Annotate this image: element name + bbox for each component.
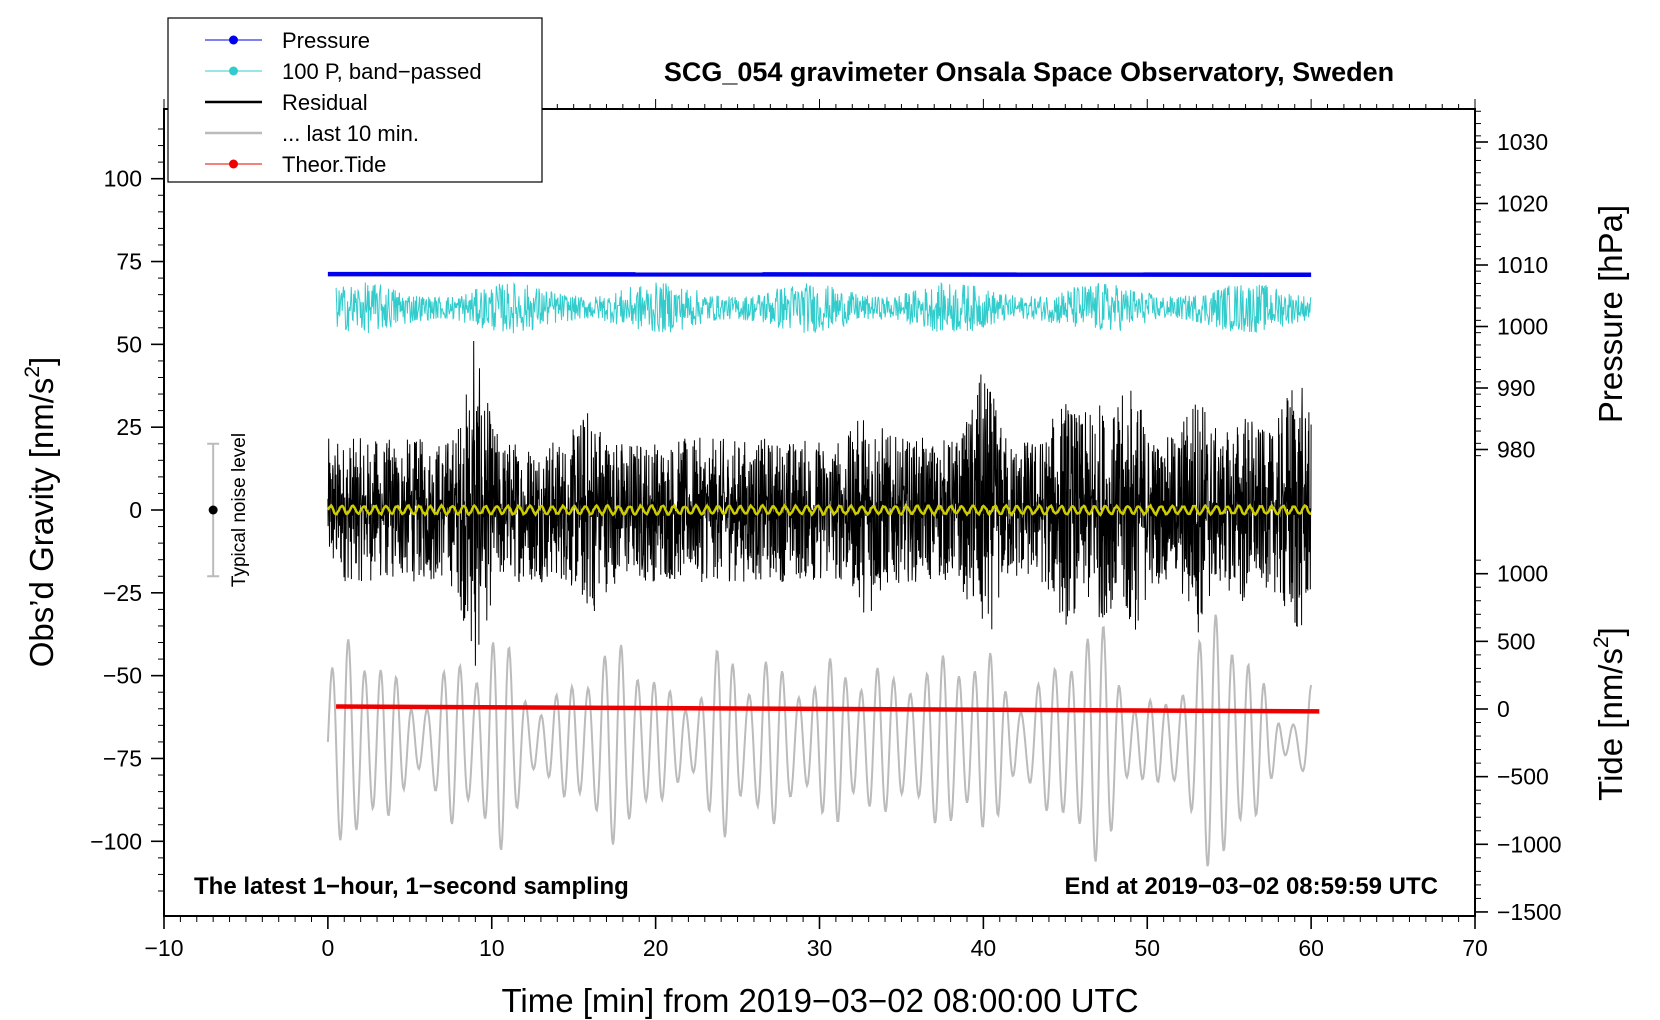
pressure-tick-label: 990	[1497, 375, 1535, 401]
y-tick-label: −50	[103, 663, 142, 689]
series-last-10-min	[326, 614, 1313, 867]
y-tick-label: 0	[129, 497, 142, 523]
tide-tick-label: −1000	[1497, 831, 1562, 857]
legend-swatch-marker	[229, 35, 238, 45]
legend-box	[167, 17, 543, 183]
x-tick-label: 10	[479, 935, 505, 961]
noise-indicator: Typical noise level	[207, 433, 250, 587]
x-tick-label: 70	[1462, 935, 1488, 961]
tide-tick-label: −500	[1497, 764, 1549, 790]
x-tick-label: −10	[144, 935, 183, 961]
legend-entry: Theor.Tide	[205, 152, 386, 177]
legend-entry: ... last 10 min.	[205, 121, 419, 146]
series-pressure	[327, 271, 1312, 278]
legend-label: Residual	[282, 90, 368, 115]
y-axis-title-superscript: 2	[21, 366, 44, 378]
pressure-tick-label: 1000	[1497, 314, 1548, 340]
legend-label: ... last 10 min.	[282, 121, 419, 146]
legend-entry: Pressure	[205, 28, 370, 53]
pressure-tick-label: 1010	[1497, 252, 1548, 278]
tide-axis-title: Tide [nm/s2]	[1590, 627, 1629, 801]
y-tick-label: 25	[116, 414, 142, 440]
sampling-note: The latest 1−hour, 1−second sampling	[194, 873, 629, 900]
y-tick-label: 75	[116, 249, 142, 275]
tide-tick-label: 500	[1497, 628, 1535, 654]
legend-swatch-marker	[229, 66, 238, 76]
legend-swatch-marker	[229, 159, 238, 169]
y-axis-title-tail: ]	[23, 357, 60, 366]
legend-entry: 100 P, band−passed	[205, 59, 482, 84]
y-tick-label: −75	[103, 745, 142, 771]
series-theor-tide	[336, 704, 1320, 714]
series-pressure-band-passed	[335, 281, 1312, 334]
tide-tick-label: −1500	[1497, 899, 1562, 925]
tide-tick-label: 0	[1497, 696, 1510, 722]
noise-center-dot	[208, 505, 218, 515]
end-time-note: End at 2019−03−02 08:59:59 UTC	[1064, 873, 1438, 900]
tide-tick-label: 1000	[1497, 561, 1548, 587]
x-tick-label: 50	[1134, 935, 1160, 961]
chart-title: SCG_054 gravimeter Onsala Space Observat…	[664, 57, 1394, 87]
y-tick-label: 50	[116, 331, 142, 357]
noise-label: Typical noise level	[229, 433, 250, 587]
x-tick-label: 20	[643, 935, 669, 961]
legend-label: Pressure	[282, 28, 370, 53]
legend: Pressure 100 P, band−passed Residual ... la…	[167, 17, 543, 183]
pressure-tick-label: 1020	[1497, 191, 1548, 217]
legend-entry: Residual	[205, 90, 368, 115]
y-tick-label: −100	[90, 828, 142, 854]
pressure-tick-label: 1030	[1497, 129, 1548, 155]
x-tick-label: 40	[971, 935, 997, 961]
tide-axis-title-tail: ]	[1592, 627, 1629, 636]
series-layer	[326, 271, 1320, 867]
y-tick-label: 100	[104, 166, 142, 192]
x-tick-label: 60	[1298, 935, 1324, 961]
legend-label: 100 P, band−passed	[282, 59, 482, 84]
pressure-axis-title: Pressure [hPa]	[1592, 205, 1629, 423]
y-axis-title-main: Obs’d Gravity [nm/s	[23, 378, 60, 668]
tide-axis-title-superscript: 2	[1590, 636, 1613, 648]
y-axis-title: Obs’d Gravity [nm/s2]	[21, 357, 60, 668]
pressure-tick-label: 980	[1497, 437, 1535, 463]
y-tick-label: −25	[103, 580, 142, 606]
legend-label: Theor.Tide	[282, 152, 386, 177]
series-residual-smoothed	[326, 503, 1312, 517]
x-tick-label: 30	[807, 935, 833, 961]
tide-axis-title-main: Tide [nm/s	[1592, 648, 1629, 801]
x-tick-label: 0	[321, 935, 334, 961]
x-axis-title: Time [min] from 2019−03−02 08:00:00 UTC	[501, 982, 1138, 1019]
